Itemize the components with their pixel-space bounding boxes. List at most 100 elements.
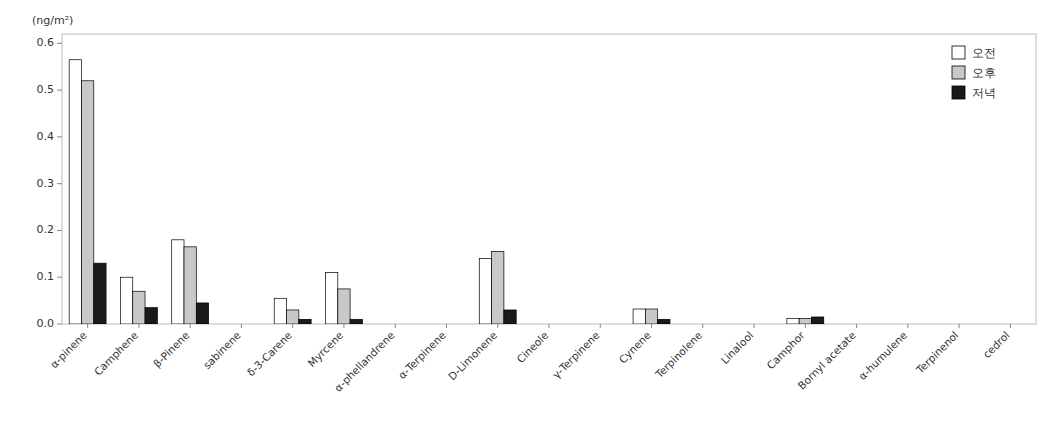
bar [838,324,850,325]
bar [787,318,799,324]
x-tick [754,324,755,328]
bar [684,324,696,325]
legend-label: 오전 [972,46,996,60]
x-tick-label: α-Terpinene [396,329,448,381]
bar [299,319,311,324]
x-tick-label: γ-Terpinene [550,329,602,381]
bar [799,318,811,324]
bar [172,240,184,324]
bar [645,309,657,324]
bar [479,259,491,324]
x-tick [651,324,652,328]
bar [697,324,709,325]
bar [658,319,670,324]
x-axis: α-pineneCampheneβ-Pinenesabineneδ-3-Care… [48,324,1012,394]
chart: 0.00.10.20.30.40.50.6(ng/m²)α-pineneCamp… [0,0,1058,442]
bar [453,324,465,325]
bar [120,277,132,324]
bar [633,309,645,324]
bar [941,324,953,325]
bar [543,324,555,325]
x-tick [907,324,908,328]
x-tick-label: α-humulene [856,329,909,382]
bar [760,324,772,325]
x-tick [702,324,703,328]
legend-label: 저녁 [972,86,996,100]
bar [1017,324,1029,325]
legend-swatch [952,46,965,59]
bar [555,324,567,325]
bar [594,324,606,325]
bar [504,310,516,324]
bar [992,324,1004,325]
bar [248,324,260,325]
bar [69,60,81,324]
bar [338,289,350,324]
x-tick-label: α-pinene [48,329,89,370]
bar [235,324,247,325]
unit-label: (ng/m²) [32,14,73,27]
x-tick [343,324,344,328]
x-tick-label: Cynene [616,329,653,366]
y-axis: 0.00.10.20.30.40.50.6 [37,36,63,330]
legend-swatch [952,86,965,99]
x-tick [138,324,139,328]
x-tick [549,324,550,328]
x-tick-label: Camphor [764,328,807,371]
x-tick [497,324,498,328]
bars [69,60,824,324]
legend-swatch [952,66,965,79]
bar [223,324,235,325]
bar [350,319,362,324]
bar [1004,324,1016,325]
y-tick [57,43,62,44]
bar [709,324,721,325]
x-tick-label: δ-3-Carene [245,329,295,379]
x-tick [1010,324,1011,328]
bar [81,81,93,324]
y-tick-label: 0.3 [37,177,55,190]
bar [863,324,875,325]
bar [184,247,196,324]
bar [94,263,106,324]
y-tick-label: 0.6 [37,36,55,49]
x-tick [241,324,242,328]
x-tick [87,324,88,328]
bar [401,324,413,325]
y-tick-label: 0.4 [37,130,55,143]
legend: 오전오후저녁 [952,46,996,100]
x-tick [190,324,191,328]
x-tick [292,324,293,328]
x-tick-label: D-Limonene [446,329,499,382]
y-tick [57,136,62,137]
x-tick-label: β-Pinene [151,329,192,370]
bar [889,324,901,325]
y-tick [57,90,62,91]
x-tick-label: Camphene [92,329,141,378]
y-tick-label: 0.1 [37,270,55,283]
x-tick [600,324,601,328]
bar [389,324,401,325]
y-tick [57,277,62,278]
bar [582,324,594,325]
x-tick-label: Terpinenol [913,329,960,376]
bar [902,324,914,325]
bar [428,324,440,325]
y-tick [57,230,62,231]
bar [377,324,389,325]
x-tick [805,324,806,328]
x-tick [856,324,857,328]
bar [965,324,977,325]
bar [914,324,926,325]
x-tick [959,324,960,328]
bar [748,324,760,325]
bar [811,317,823,324]
plot-frame [62,34,1036,324]
x-tick-label: Myrcene [305,329,345,369]
bar [274,298,286,324]
bar [850,324,862,325]
x-tick [395,324,396,328]
y-tick-label: 0.5 [37,83,55,96]
bar [325,273,337,324]
x-tick-label: sabinene [201,329,243,371]
